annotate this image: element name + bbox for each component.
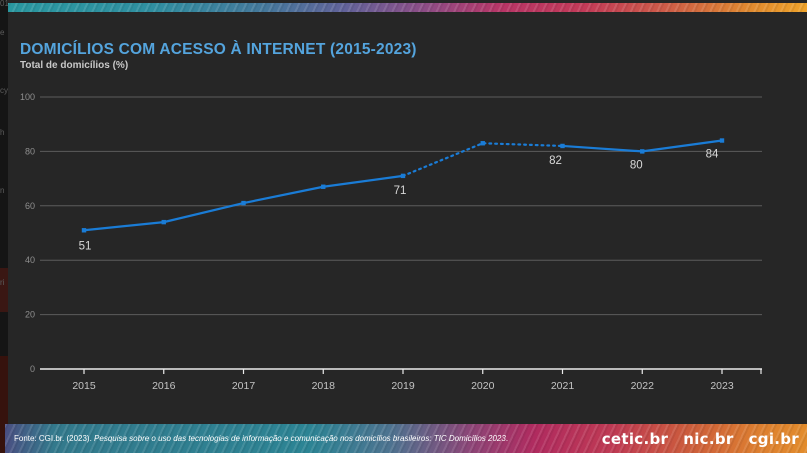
chart-title: DOMICÍLIOS COM ACESSO À INTERNET (2015-2… <box>20 41 417 59</box>
svg-text:2019: 2019 <box>391 380 415 392</box>
svg-text:2016: 2016 <box>152 380 176 392</box>
svg-text:71: 71 <box>394 185 407 197</box>
background-text-fragment: cy) <box>0 86 8 95</box>
background-window-block <box>0 268 8 312</box>
background-text-fragment: n <box>0 186 5 195</box>
svg-text:84: 84 <box>706 149 719 161</box>
background-text-fragment: h <box>0 128 5 137</box>
svg-text:0: 0 <box>30 364 35 374</box>
background-text-fragment: 019) <box>0 0 8 8</box>
svg-text:2020: 2020 <box>471 380 495 392</box>
background-window-block <box>0 356 8 453</box>
line-chart: 0 20 40 60 80 100 2015 2016 2017 2018 2019 2020 2021… <box>20 92 762 392</box>
svg-text:20: 20 <box>25 310 35 320</box>
source-suffix: . <box>505 434 509 443</box>
nic-br-logo: nic.br <box>683 429 734 448</box>
top-accent-bar <box>7 3 807 12</box>
svg-text:2022: 2022 <box>631 380 655 392</box>
svg-text:60: 60 <box>25 201 35 211</box>
cetic-br-logo: cetic.br <box>601 429 669 448</box>
svg-text:2015: 2015 <box>72 380 96 392</box>
svg-text:80: 80 <box>25 146 35 156</box>
svg-text:80: 80 <box>630 159 643 171</box>
svg-text:82: 82 <box>549 155 562 167</box>
source-prefix: Fonte: CGI.br. (2023). <box>14 434 95 443</box>
svg-text:100: 100 <box>20 92 35 102</box>
chart-subtitle: Total de domicílios (%) <box>20 60 129 72</box>
source-citation: Pesquisa sobre o uso das tecnologias de … <box>94 434 506 443</box>
cgi-br-logo: cgi.br <box>748 429 799 448</box>
footer-bar: Fonte: CGI.br. (2023). Pesquisa sobre o … <box>5 424 807 453</box>
svg-text:2023: 2023 <box>710 380 734 392</box>
svg-text:2017: 2017 <box>232 380 256 392</box>
source-text: Fonte: CGI.br. (2023). Pesquisa sobre o … <box>14 434 508 443</box>
svg-text:51: 51 <box>79 240 92 252</box>
background-text-fragment: ri <box>0 278 5 287</box>
footer-logos: cetic.br nic.br cgi.br <box>602 430 799 448</box>
svg-text:40: 40 <box>25 255 35 265</box>
svg-text:2018: 2018 <box>312 380 336 392</box>
background-window-edge: 019) e cy) h n ri <box>0 0 8 453</box>
background-text-fragment: e <box>0 28 5 37</box>
svg-text:2021: 2021 <box>551 380 575 392</box>
